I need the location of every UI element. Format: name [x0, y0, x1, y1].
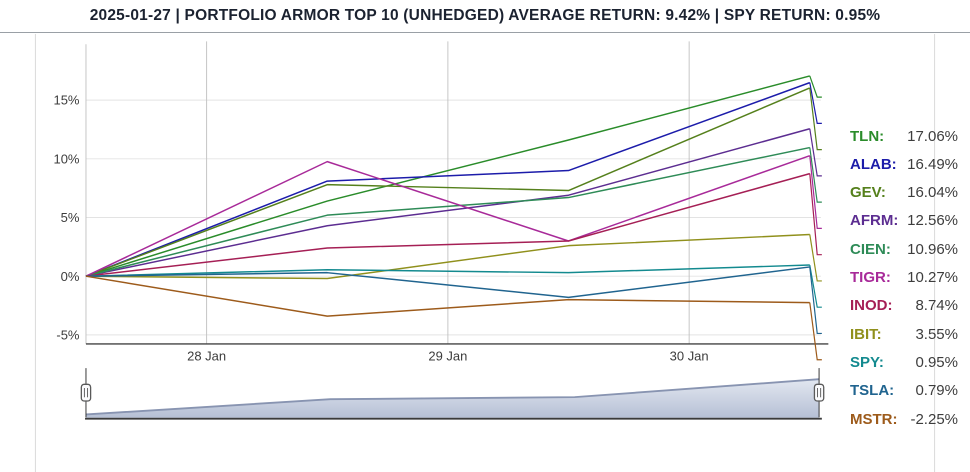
legend-connector-TLN: [809, 75, 822, 98]
y-tick-label: -5%: [56, 328, 80, 343]
series-line-TIGR: [85, 154, 811, 277]
legend-connector-IBIT: [809, 234, 822, 282]
rangeslider[interactable]: [80, 368, 825, 420]
series-line-TLN: [85, 75, 810, 277]
x-gridlines: 28 Jan 29 Jan 30 Jan: [187, 41, 709, 364]
y-tick-label: 0%: [61, 269, 80, 284]
x-tick-label: 28 Jan: [187, 349, 226, 364]
panel-borders: [34, 34, 936, 472]
legend-connector-MSTR: [809, 302, 822, 361]
chart-plot-area: 15% 10% 5% 0% -5% 28 Jan 29 Jan 30 Jan TLN: 17.0…: [0, 34, 970, 472]
legend-connector-SPY: [809, 264, 822, 308]
rangeslider-handle-right[interactable]: [813, 383, 825, 402]
series-line-SPY: [85, 264, 810, 277]
y-gridlines: 15% 10% 5% 0% -5%: [53, 93, 821, 343]
x-tick-label: 29 Jan: [428, 349, 467, 364]
chart-title-bar: 2025-01-27 | PORTFOLIO ARMOR TOP 10 (UNH…: [0, 0, 970, 33]
legend-connector-CIEN: [809, 147, 822, 203]
series-line-INOD: [85, 172, 810, 277]
rangeslider-area-outline: [85, 378, 820, 416]
series-line-ALAB: [85, 81, 811, 277]
y-tick-label: 10%: [53, 151, 79, 166]
legend-connector-AFRM: [809, 128, 822, 177]
chart-title: 2025-01-27 | PORTFOLIO ARMOR TOP 10 (UNH…: [89, 7, 881, 24]
legend-connector-GEV: [809, 87, 822, 151]
y-tick-label: 5%: [61, 210, 80, 225]
legend-connector-TSLA: [809, 266, 822, 335]
series-line-IBIT: [85, 233, 810, 280]
series-line-TSLA: [85, 266, 810, 299]
legend-connector-TIGR: [809, 155, 822, 230]
x-tick-label: 30 Jan: [670, 349, 709, 364]
series-line-MSTR: [85, 275, 810, 317]
series-lines: [85, 75, 822, 361]
series-line-AFRM: [85, 128, 810, 277]
series-line-CIEN: [85, 146, 810, 277]
y-tick-label: 15%: [53, 93, 79, 108]
rangeslider-handle-left[interactable]: [80, 383, 92, 402]
legend-connector-ALAB: [809, 82, 822, 124]
returns-line-chart: 15% 10% 5% 0% -5% 28 Jan 29 Jan 30 Jan: [34, 34, 936, 472]
series-line-GEV: [85, 87, 811, 277]
legend-connector-INOD: [809, 173, 822, 256]
